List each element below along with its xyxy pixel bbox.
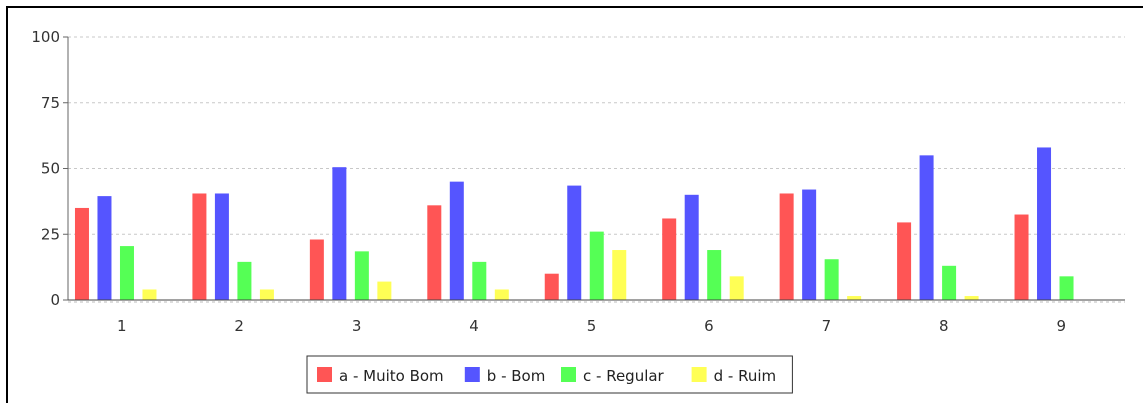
bar (684, 194, 699, 300)
bar (964, 296, 979, 300)
bar (1037, 147, 1052, 300)
x-tick-label: 8 (939, 317, 949, 335)
bar (612, 250, 627, 300)
bar (354, 251, 369, 300)
legend-swatch (561, 367, 576, 382)
bar (942, 265, 957, 300)
legend: a - Muito Bom b - Bom c - Regular d - Ruim (306, 355, 793, 394)
x-tick-label: 1 (117, 317, 127, 335)
legend-box (306, 355, 793, 394)
bar (589, 231, 604, 300)
bar (847, 296, 862, 300)
bar (97, 196, 112, 300)
bar (662, 218, 677, 300)
bar (449, 181, 464, 300)
bar (377, 281, 392, 300)
legend-label: d - Ruim (714, 367, 777, 385)
y-tick-label: 25 (41, 225, 60, 243)
bar (332, 167, 347, 300)
x-tick-label: 9 (1057, 317, 1067, 335)
bar (427, 205, 442, 300)
axes: 0 25 50 75 100 1 2 3 4 5 6 7 8 9 (31, 28, 1125, 335)
bar (802, 189, 817, 300)
x-tick-label: 5 (587, 317, 597, 335)
bar (494, 289, 509, 300)
bar (74, 207, 89, 300)
bar (1014, 214, 1029, 300)
bar (309, 239, 324, 300)
x-tick-label: 3 (352, 317, 362, 335)
bar (779, 193, 794, 300)
bars (74, 147, 1074, 300)
x-tick-label: 2 (234, 317, 244, 335)
bar (919, 155, 934, 300)
bar (824, 259, 839, 300)
x-tick-label: 7 (822, 317, 832, 335)
y-tick-label: 75 (41, 94, 60, 112)
x-tick-label: 4 (469, 317, 479, 335)
x-tick-label: 6 (704, 317, 714, 335)
y-tick-label: 100 (31, 28, 60, 46)
legend-label: c - Regular (583, 367, 665, 385)
y-tick-label: 0 (50, 291, 60, 309)
legend-swatch (691, 367, 707, 382)
bar (192, 193, 207, 300)
bar (729, 276, 744, 300)
bar (259, 289, 274, 300)
bar (214, 193, 229, 300)
bar (472, 261, 487, 300)
bar (142, 289, 157, 300)
bar (1059, 276, 1074, 300)
bar (237, 261, 252, 300)
bar (897, 222, 912, 300)
legend-label: b - Bom (487, 367, 546, 385)
y-tick-label: 50 (41, 160, 60, 178)
legend-swatch (464, 367, 480, 382)
bar (707, 250, 722, 300)
legend-swatch (317, 367, 332, 382)
bar (119, 246, 134, 300)
legend-label: a - Muito Bom (339, 367, 444, 385)
bar (544, 273, 559, 300)
bar (567, 185, 582, 300)
